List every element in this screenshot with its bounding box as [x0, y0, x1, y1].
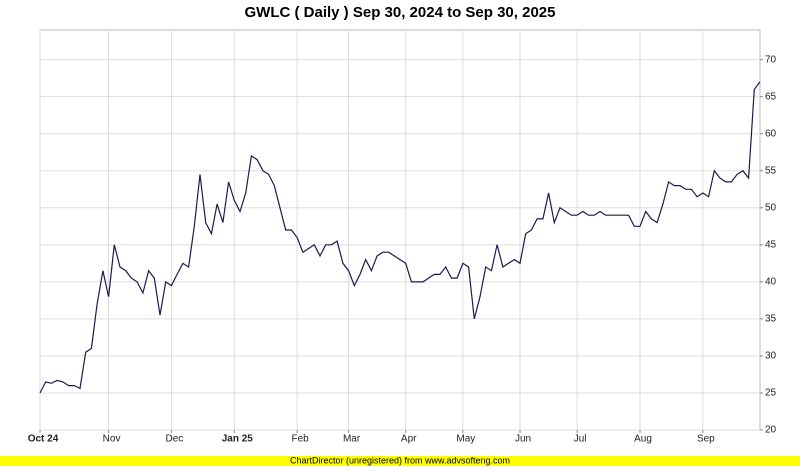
x-tick-label: Dec: [166, 434, 184, 445]
footer-bar: [0, 456, 800, 466]
y-tick-label: 60: [765, 128, 777, 139]
x-tick-label: Jan 25: [222, 434, 254, 445]
x-tick-label: Mar: [343, 434, 361, 445]
y-tick-label: 30: [765, 351, 777, 362]
x-tick-label: May: [456, 434, 475, 445]
y-tick-label: 35: [765, 314, 777, 325]
x-tick-label: Apr: [401, 434, 417, 445]
x-tick-label: Sep: [697, 434, 715, 445]
x-tick-label: Aug: [634, 434, 652, 445]
x-tick-label: Feb: [292, 434, 310, 445]
price-line: [39, 81, 761, 394]
x-tick-label: Jul: [574, 434, 587, 445]
y-tick-label: 25: [765, 388, 777, 399]
plot-frame: [39, 29, 761, 431]
x-tick-label: Oct 24: [28, 434, 59, 445]
chart-title: GWLC ( Daily ) Sep 30, 2024 to Sep 30, 2…: [245, 4, 556, 21]
y-tick-label: 50: [765, 202, 777, 213]
x-tick-label: Jun: [515, 434, 531, 445]
y-tick-label: 55: [765, 165, 777, 176]
y-tick-label: 20: [765, 425, 777, 436]
y-tick-label: 65: [765, 91, 777, 102]
y-tick-label: 40: [765, 276, 777, 287]
footer: ChartDirector (unregistered) from www.ad…: [290, 455, 510, 465]
y-tick-label: 70: [765, 54, 777, 65]
x-tick-label: Nov: [103, 434, 121, 445]
y-tick-label: 45: [765, 239, 777, 250]
